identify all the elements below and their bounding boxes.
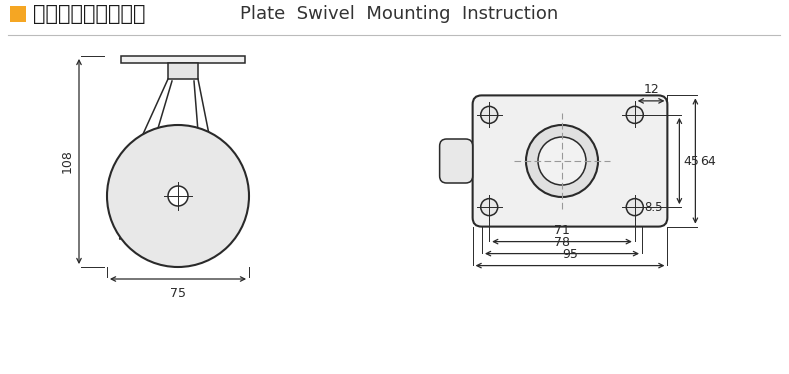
Circle shape bbox=[526, 125, 598, 197]
Bar bbox=[168, 63, 198, 79]
Text: 95: 95 bbox=[562, 248, 578, 261]
Text: 78: 78 bbox=[554, 236, 570, 249]
Text: 71: 71 bbox=[554, 224, 570, 237]
Circle shape bbox=[168, 186, 188, 206]
Text: 64: 64 bbox=[701, 154, 716, 168]
Text: 41: 41 bbox=[195, 148, 211, 160]
Circle shape bbox=[626, 106, 643, 123]
Text: 12: 12 bbox=[643, 83, 659, 96]
Text: 45: 45 bbox=[683, 154, 699, 168]
Text: 75: 75 bbox=[170, 287, 186, 300]
Circle shape bbox=[626, 199, 643, 216]
FancyBboxPatch shape bbox=[473, 95, 667, 227]
Circle shape bbox=[481, 199, 498, 216]
FancyBboxPatch shape bbox=[439, 139, 473, 183]
Bar bbox=[10, 6, 26, 22]
Circle shape bbox=[538, 137, 586, 185]
Bar bbox=[121, 56, 245, 63]
Text: Plate  Swivel  Mounting  Instruction: Plate Swivel Mounting Instruction bbox=[240, 5, 559, 23]
Circle shape bbox=[481, 106, 498, 123]
Text: 108: 108 bbox=[61, 150, 74, 174]
Circle shape bbox=[107, 125, 249, 267]
Text: 8.5: 8.5 bbox=[644, 200, 662, 214]
Text: 平顶万向安装尺寸图: 平顶万向安装尺寸图 bbox=[33, 4, 145, 24]
